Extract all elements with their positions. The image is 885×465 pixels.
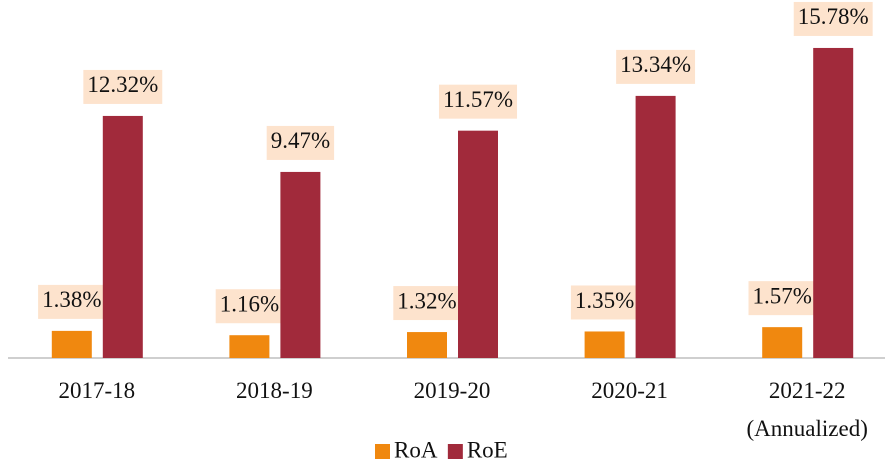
bar (280, 171, 321, 358)
bar (458, 130, 498, 358)
x-tick-label: 2017-18 (58, 378, 136, 403)
data-label: 9.47% (271, 128, 330, 153)
label-background (38, 284, 106, 319)
label-background (393, 286, 461, 321)
label-background (616, 49, 696, 84)
data-label: 1.35% (575, 288, 634, 313)
x-tick-label: 2018-19 (236, 378, 313, 403)
bar (102, 115, 143, 359)
label-background (83, 69, 163, 104)
bar (407, 332, 447, 358)
data-label: 1.16% (220, 291, 279, 316)
label-background (215, 289, 284, 324)
legend-swatch (375, 444, 390, 459)
data-label: 1.38% (42, 287, 101, 312)
data-label: 13.34% (620, 52, 691, 77)
x-tick-label: 2020-21 (591, 378, 668, 403)
bar (229, 335, 270, 358)
legend-label: RoA (394, 437, 438, 462)
legend-label: RoE (467, 437, 508, 462)
label-background (570, 285, 639, 320)
label-background (793, 1, 873, 36)
data-label: 1.57% (752, 283, 811, 308)
bar (635, 95, 676, 358)
x-tick-label: 2019-20 (413, 378, 491, 403)
bar (813, 47, 854, 359)
x-tick-label: 2021-22 (Annualized) (746, 378, 868, 441)
data-label: 12.32% (87, 72, 158, 97)
data-label: 11.57% (443, 87, 513, 112)
data-label: 1.32% (397, 288, 456, 313)
label-background (438, 84, 518, 119)
bar (762, 327, 803, 358)
bar (51, 330, 92, 358)
legend-swatch (447, 444, 463, 459)
bar (584, 331, 625, 358)
label-background (266, 125, 335, 160)
data-label: 15.78% (798, 4, 869, 29)
label-background (748, 281, 816, 316)
